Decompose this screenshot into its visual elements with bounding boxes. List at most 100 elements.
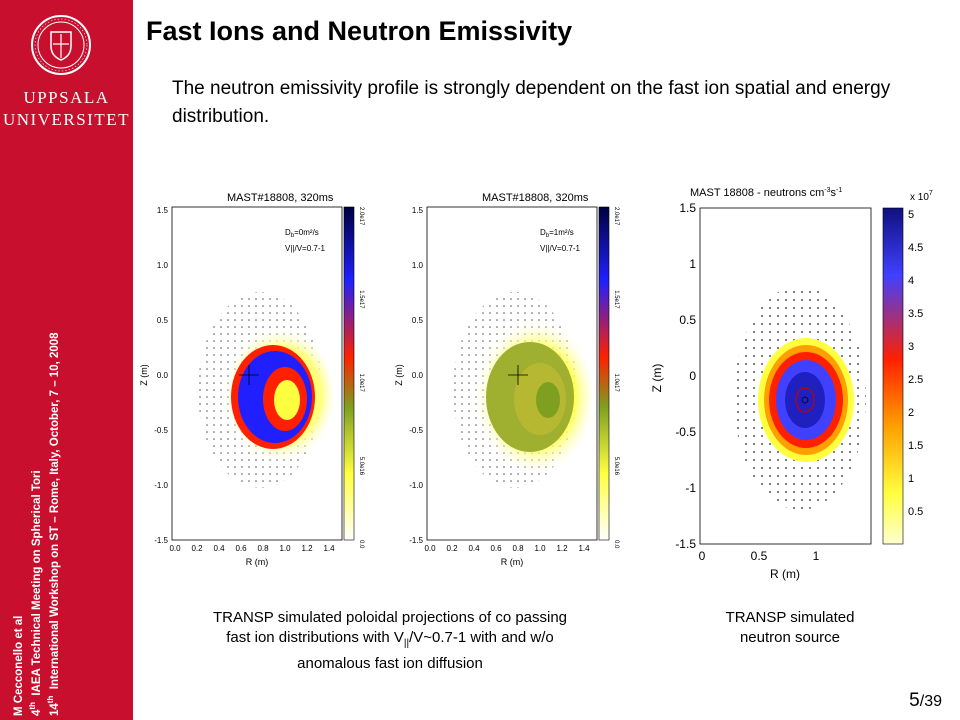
fast-ion-plot-no-diffusion: MAST#18808, 320ms Db=0m²/s V||/V=0.7-1 1…	[139, 192, 364, 567]
p1-ytick-label: -0.5	[154, 426, 168, 435]
p3-xtick-label: 1	[813, 549, 820, 563]
p3-cbar-tick-label: 4.5	[908, 242, 923, 254]
p3-ytick-label: 0.5	[679, 313, 696, 327]
p1-xtick-label: 0.6	[235, 544, 247, 553]
p1-cbar-tick-label: 2.0e17	[358, 207, 364, 226]
p3-cbar-tick-label: 3.5	[908, 308, 923, 320]
p2-ytick-label: 0.5	[412, 316, 424, 325]
p3-cbar-tick-label: 2.5	[908, 374, 923, 386]
p1-ytick-label: -1.5	[154, 536, 168, 545]
plot1-core	[274, 380, 300, 420]
university-name-line2: UNIVERSITET	[3, 110, 130, 129]
p3-cbar-tick-label: 2	[908, 407, 914, 419]
plot1-crosshair-icon	[239, 365, 259, 385]
p3-cbar-tick-label: 1.5	[908, 440, 923, 452]
plot1-title: MAST#18808, 320ms	[227, 192, 334, 204]
p1-ytick-label: 0.5	[157, 316, 169, 325]
caption-left-line3: anomalous fast ion diffusion	[297, 655, 483, 672]
caption-neutron-source: TRANSP simulated neutron source	[690, 608, 890, 648]
plot3-colorbar	[882, 207, 904, 545]
p1-ytick-label: 1.0	[157, 261, 169, 270]
p3-cbar-tick-label: 5	[908, 209, 914, 221]
p3-ytick-label: -1	[685, 481, 696, 495]
p2-cbar-tick-label: 1.0e17	[613, 374, 619, 393]
p2-ytick-label: 1.5	[412, 206, 424, 215]
p3-cbar-tick-label: 3	[908, 341, 914, 353]
plot2-db-label: Db=1m²/s	[540, 228, 574, 239]
p3-ytick-label: 1	[689, 257, 696, 271]
plot1-xlabel: R (m)	[246, 557, 269, 567]
author-line: M Cecconello et al	[13, 615, 25, 716]
plot3-xlabel: R (m)	[770, 567, 800, 581]
fast-ion-plot-with-diffusion: MAST#18808, 320ms Db=1m²/s V||/V=0.7-1 1…	[394, 192, 619, 567]
p2-cbar-tick-label: 1.5e17	[613, 290, 619, 309]
intro-text: The neutron emissivity profile is strong…	[172, 78, 891, 127]
plot1-db-label: Db=0m²/s	[285, 228, 319, 239]
caption-left-line1: TRANSP simulated poloidal projections of…	[212, 609, 568, 626]
page-number: 5/39	[909, 690, 942, 711]
p1-xtick-label: 0.2	[191, 544, 203, 553]
p3-xtick-label: 0	[699, 549, 706, 563]
p2-ytick-label: -1.0	[409, 481, 423, 490]
p1-xtick-label: 1.2	[301, 544, 313, 553]
plot2-ylabel: Z (m)	[394, 364, 404, 386]
p3-ytick-label: -0.5	[675, 425, 696, 439]
meeting-line-1: 4th IAEA Technical Meeting on Spherical …	[28, 470, 43, 716]
slide-title: Fast Ions and Neutron Emissivity	[146, 16, 573, 46]
meeting-line-2: 14th International Workshop on ST – Rome…	[45, 332, 61, 716]
p1-xtick-label: 1.4	[323, 544, 335, 553]
p3-cbar-tick-label: 1	[908, 473, 914, 485]
plot2-xlabel: R (m)	[501, 557, 524, 567]
p2-xtick-label: 0.2	[446, 544, 458, 553]
plot2-core	[536, 382, 560, 418]
plot2-colorbar	[598, 206, 610, 541]
p1-ytick-label: -1.0	[154, 481, 168, 490]
p2-cbar-tick-label: 2.0e17	[613, 207, 619, 226]
p2-xtick-label: 0.4	[468, 544, 480, 553]
plot1-colorbar	[343, 206, 355, 541]
p2-ytick-label: -1.5	[409, 536, 423, 545]
p3-ytick-label: 0	[689, 369, 696, 383]
neutron-source-plot: MAST 18808 - neutrons cm-3s-1 x 107 1.5 1…	[650, 187, 933, 581]
p3-ytick-label: -1.5	[675, 537, 696, 551]
p1-cbar-tick-label: 5.0e16	[358, 457, 364, 476]
p2-xtick-label: 0.6	[490, 544, 502, 553]
p1-xtick-label: 0.4	[213, 544, 225, 553]
caption-fast-ion-plots: TRANSP simulated poloidal projections of…	[150, 608, 630, 674]
caption-right-line2: neutron source	[739, 629, 841, 646]
university-name-line1: UPPSALA	[23, 88, 110, 107]
p2-xtick-label: 0.0	[424, 544, 436, 553]
plot2-title: MAST#18808, 320ms	[482, 192, 589, 204]
p1-xtick-label: 0.0	[169, 544, 181, 553]
p1-xtick-label: 0.8	[257, 544, 269, 553]
p2-xtick-label: 1.0	[534, 544, 546, 553]
p1-xtick-label: 1.0	[279, 544, 291, 553]
p3-cbar-tick-label: 0.5	[908, 506, 923, 518]
p2-ytick-label: 0.0	[412, 371, 424, 380]
caption-left-line2: fast ion distributions with V||/V~0.7-1 …	[226, 629, 554, 649]
conference-footer: M Cecconello et al 4th IAEA Technical Me…	[12, 332, 62, 716]
plot3-contour	[795, 387, 815, 413]
p2-cbar-tick-label: 0.0	[613, 540, 619, 549]
plot1-v-label: V||/V=0.7-1	[285, 244, 326, 253]
p1-ytick-label: 1.5	[157, 206, 169, 215]
plot3-blue-core	[785, 372, 825, 428]
p2-ytick-label: -0.5	[409, 426, 423, 435]
plot2-crosshair-icon	[508, 365, 528, 385]
p1-cbar-tick-label: 1.0e17	[358, 374, 364, 393]
plot3-cbar-scale: x 107	[910, 190, 933, 203]
p3-ytick-label: 1.5	[679, 201, 696, 215]
p3-xtick-label: 0.5	[751, 549, 768, 563]
sidebar: UPPSALA UNIVERSITET M Cecconello et al 4…	[0, 0, 133, 720]
university-seal-icon	[31, 15, 91, 75]
p2-xtick-label: 1.2	[556, 544, 568, 553]
plot3-ylabel: Z (m)	[650, 364, 664, 393]
p1-ytick-label: 0.0	[157, 371, 169, 380]
p2-xtick-label: 0.8	[512, 544, 524, 553]
plot1-ylabel: Z (m)	[139, 364, 149, 386]
p3-cbar-tick-label: 4	[908, 275, 914, 287]
caption-right-line1: TRANSP simulated	[725, 609, 855, 626]
plot2-v-label: V||/V=0.7-1	[540, 244, 581, 253]
p1-cbar-tick-label: 0.0	[358, 540, 364, 549]
p2-cbar-tick-label: 5.0e16	[613, 457, 619, 476]
